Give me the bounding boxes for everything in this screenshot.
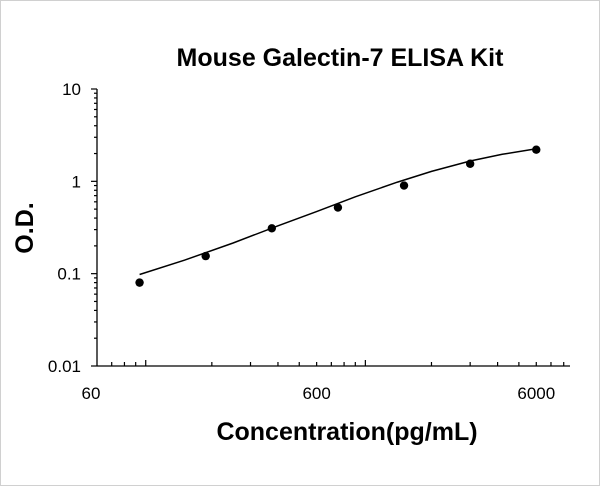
x-axis-ticks	[111, 360, 565, 366]
fit-curve	[139, 148, 537, 276]
data-point	[532, 145, 541, 154]
data-point	[399, 181, 409, 190]
y-axis-tick-labels: 10 1 0.1 0.01	[48, 80, 81, 376]
y-axis-ticks	[91, 88, 97, 367]
x-axis-tick-labels: 60 600 6000	[82, 384, 556, 403]
data-point	[201, 251, 210, 261]
x-axis-label: Concentration(pg/mL)	[216, 418, 477, 446]
y-tick-label: 0.01	[48, 357, 81, 376]
data-points	[135, 145, 541, 287]
data-point	[267, 224, 277, 233]
data-point	[333, 203, 343, 212]
y-tick-label: 0.1	[57, 265, 81, 284]
y-tick-label: 10	[62, 80, 81, 99]
x-tick-label: 600	[302, 384, 330, 403]
y-tick-label: 1	[72, 172, 81, 191]
y-axis-label: O.D.	[11, 202, 39, 253]
chart-title: Mouse Galectin-7 ELISA Kit	[177, 44, 505, 72]
data-point	[465, 159, 475, 168]
data-point	[135, 278, 144, 287]
x-tick-label: 60	[82, 384, 101, 403]
x-tick-label: 6000	[517, 384, 555, 403]
